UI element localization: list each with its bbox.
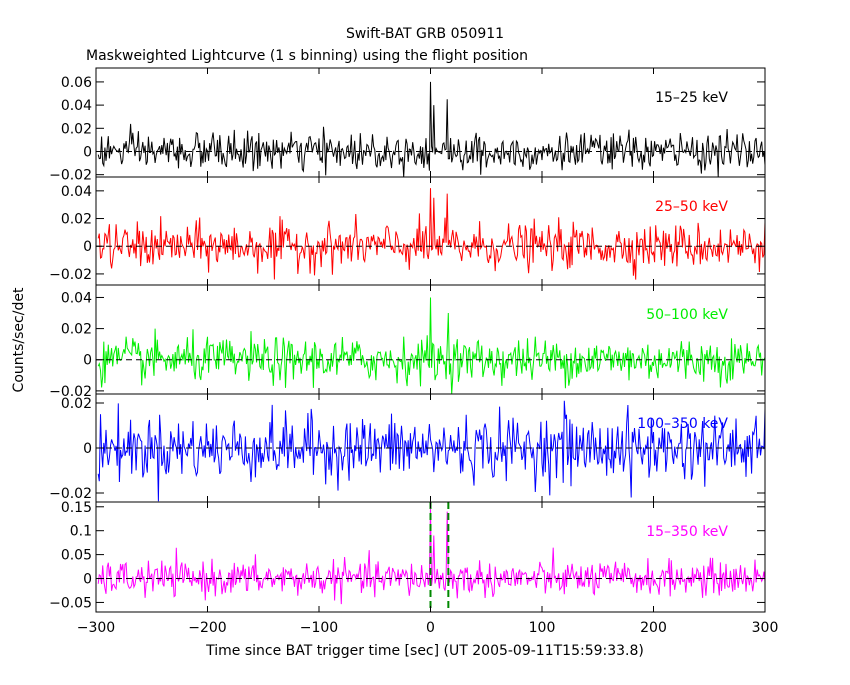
panels-group: −0.02 0 0.02 0.04 0.06 15–25 keV −0.02 0 0.02 0.0… — [49, 67, 779, 636]
xtick-label-3: 0 — [426, 620, 435, 636]
series-line-3 — [97, 400, 766, 502]
ytick-label-1-1: 0 — [83, 239, 92, 255]
series-line-0 — [97, 81, 766, 178]
ytick-label-2-0: −0.02 — [49, 384, 92, 400]
chart-subtitle: Maskweighted Lightcurve (1 s binning) us… — [86, 48, 528, 64]
ytick-label-2-2: 0.02 — [61, 322, 92, 338]
ytick-label-1-2: 0.02 — [61, 212, 92, 228]
ytick-label-4-1: 0 — [83, 572, 92, 588]
ytick-label-4-2: 0.05 — [61, 548, 92, 564]
ytick-label-4-0: −0.05 — [49, 595, 92, 611]
xtick-label-0: −300 — [77, 620, 115, 636]
ytick-label-2-1: 0 — [83, 353, 92, 369]
ytick-label-0-0: −0.02 — [49, 168, 92, 184]
series-line-4 — [97, 506, 766, 605]
xtick-label-4: 100 — [529, 620, 556, 636]
band-label-0: 15–25 keV — [655, 90, 728, 106]
ytick-label-2-3: 0.04 — [61, 290, 92, 306]
ytick-label-0-2: 0.02 — [61, 121, 92, 137]
ytick-label-1-3: 0.04 — [61, 184, 92, 200]
ytick-label-0-3: 0.04 — [61, 98, 92, 114]
band-label-3: 100–350 keV — [637, 416, 728, 432]
band-label-2: 50–100 keV — [646, 307, 728, 323]
ytick-label-3-2: 0.02 — [61, 396, 92, 412]
ytick-label-0-4: 0.06 — [61, 75, 92, 91]
series-line-2 — [97, 297, 766, 395]
ytick-label-0-1: 0 — [83, 144, 92, 160]
ytick-label-4-3: 0.1 — [70, 524, 92, 540]
xtick-label-5: 200 — [640, 620, 667, 636]
band-label-1: 25–50 keV — [655, 199, 728, 215]
xtick-label-1: −200 — [188, 620, 226, 636]
ytick-label-3-1: 0 — [83, 441, 92, 457]
series-line-1 — [97, 188, 766, 280]
ytick-label-3-0: −0.02 — [49, 486, 92, 502]
ytick-label-4-4: 0.15 — [61, 500, 92, 516]
chart-title: Swift-BAT GRB 050911 — [346, 26, 504, 42]
x-axis-label: Time since BAT trigger time [sec] (UT 20… — [205, 643, 644, 659]
y-axis-label: Counts/sec/det — [11, 287, 27, 392]
xtick-label-2: −100 — [300, 620, 338, 636]
xtick-label-6: 300 — [752, 620, 779, 636]
band-label-4: 15–350 keV — [646, 524, 728, 540]
ytick-label-1-0: −0.02 — [49, 267, 92, 283]
